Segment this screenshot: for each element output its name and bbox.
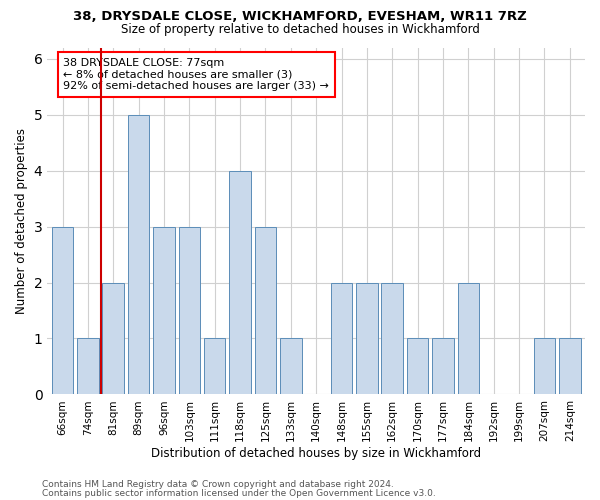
Bar (432, 338, 454, 394)
Bar (559, 338, 581, 394)
Bar (153, 226, 175, 394)
Bar (382, 282, 403, 395)
Text: Contains public sector information licensed under the Open Government Licence v3: Contains public sector information licen… (42, 488, 436, 498)
Bar (229, 170, 251, 394)
Bar (280, 338, 302, 394)
Bar (533, 338, 555, 394)
Bar (331, 282, 352, 395)
Bar (52, 226, 73, 394)
Bar (77, 338, 98, 394)
Bar (458, 282, 479, 395)
Text: Size of property relative to detached houses in Wickhamford: Size of property relative to detached ho… (121, 22, 479, 36)
Bar (356, 282, 377, 395)
Bar (204, 338, 226, 394)
Text: 38 DRYSDALE CLOSE: 77sqm
← 8% of detached houses are smaller (3)
92% of semi-det: 38 DRYSDALE CLOSE: 77sqm ← 8% of detache… (64, 58, 329, 91)
Y-axis label: Number of detached properties: Number of detached properties (15, 128, 28, 314)
Bar (254, 226, 276, 394)
Bar (407, 338, 428, 394)
Bar (128, 114, 149, 394)
Bar (179, 226, 200, 394)
Text: Contains HM Land Registry data © Crown copyright and database right 2024.: Contains HM Land Registry data © Crown c… (42, 480, 394, 489)
Bar (103, 282, 124, 395)
Text: 38, DRYSDALE CLOSE, WICKHAMFORD, EVESHAM, WR11 7RZ: 38, DRYSDALE CLOSE, WICKHAMFORD, EVESHAM… (73, 10, 527, 23)
X-axis label: Distribution of detached houses by size in Wickhamford: Distribution of detached houses by size … (151, 447, 481, 460)
